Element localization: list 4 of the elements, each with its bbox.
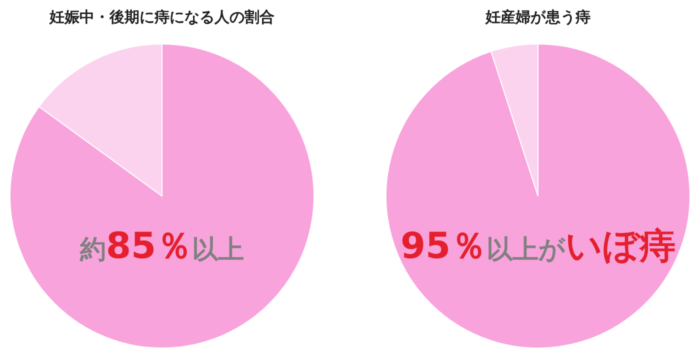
chart-title: 妊産婦が患う痔 <box>484 8 590 26</box>
annotation: 95％以上がいぼ痔 <box>400 226 676 267</box>
annotation: 約85％以上 <box>80 226 244 267</box>
chart-title: 妊娠中・後期に痔になる人の割合 <box>48 8 274 26</box>
